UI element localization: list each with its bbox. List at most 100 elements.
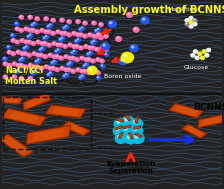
Circle shape [20, 59, 21, 60]
Circle shape [76, 38, 81, 42]
Circle shape [113, 126, 125, 136]
Circle shape [57, 49, 59, 50]
Circle shape [85, 58, 86, 59]
Circle shape [40, 29, 44, 32]
Circle shape [47, 30, 51, 34]
Circle shape [101, 47, 102, 48]
Circle shape [37, 41, 38, 42]
Circle shape [31, 42, 35, 45]
Circle shape [189, 16, 193, 20]
Circle shape [206, 54, 207, 55]
Polygon shape [129, 134, 132, 138]
Circle shape [80, 77, 81, 78]
Circle shape [15, 22, 19, 26]
Circle shape [207, 49, 209, 50]
Circle shape [105, 53, 106, 54]
Circle shape [43, 36, 47, 40]
Circle shape [26, 46, 27, 47]
Circle shape [93, 40, 95, 41]
Circle shape [54, 50, 59, 53]
Polygon shape [23, 92, 50, 111]
Circle shape [67, 68, 71, 72]
Text: Boron oxide: Boron oxide [104, 74, 142, 80]
Circle shape [92, 21, 96, 25]
Circle shape [17, 64, 18, 65]
Circle shape [122, 116, 134, 126]
Circle shape [68, 43, 72, 47]
Circle shape [15, 70, 19, 74]
Circle shape [84, 35, 85, 36]
Circle shape [40, 42, 44, 45]
Circle shape [61, 19, 62, 20]
Circle shape [69, 62, 71, 63]
Circle shape [53, 55, 54, 57]
Circle shape [35, 17, 39, 21]
Polygon shape [62, 121, 90, 136]
Circle shape [68, 56, 72, 60]
Circle shape [194, 50, 195, 51]
Circle shape [125, 134, 137, 144]
Polygon shape [182, 124, 207, 138]
Circle shape [116, 128, 119, 131]
Circle shape [62, 74, 67, 78]
Circle shape [37, 58, 41, 62]
Circle shape [20, 77, 21, 78]
Circle shape [31, 24, 33, 25]
Circle shape [33, 22, 35, 24]
Circle shape [92, 69, 96, 73]
Circle shape [193, 19, 197, 22]
Circle shape [67, 33, 71, 37]
Circle shape [95, 30, 97, 31]
Circle shape [37, 59, 39, 60]
Circle shape [44, 65, 48, 69]
Circle shape [47, 25, 51, 29]
Circle shape [80, 69, 84, 73]
Circle shape [91, 59, 95, 63]
Circle shape [100, 46, 104, 50]
Polygon shape [135, 133, 142, 137]
Circle shape [88, 46, 92, 50]
Circle shape [65, 73, 69, 77]
Circle shape [16, 71, 17, 72]
Circle shape [7, 50, 12, 54]
Circle shape [57, 44, 58, 45]
Circle shape [4, 63, 5, 64]
Circle shape [119, 58, 127, 65]
Circle shape [77, 69, 78, 70]
Circle shape [32, 72, 33, 73]
Circle shape [15, 40, 19, 44]
Circle shape [25, 41, 26, 42]
Circle shape [64, 55, 68, 59]
Circle shape [118, 135, 121, 138]
Circle shape [79, 76, 83, 80]
Circle shape [48, 44, 49, 45]
Circle shape [24, 40, 28, 44]
Circle shape [89, 47, 90, 48]
Circle shape [186, 23, 187, 24]
Circle shape [87, 53, 88, 54]
Circle shape [196, 57, 197, 58]
Circle shape [25, 45, 29, 49]
Text: Evaporation
Separation: Evaporation Separation [106, 161, 155, 174]
Circle shape [115, 133, 127, 143]
Circle shape [84, 22, 85, 23]
Circle shape [131, 126, 143, 136]
Polygon shape [0, 134, 33, 157]
Circle shape [68, 34, 69, 35]
Circle shape [19, 77, 24, 80]
Circle shape [124, 54, 127, 57]
Circle shape [20, 29, 21, 30]
Circle shape [28, 41, 29, 42]
Circle shape [76, 20, 80, 23]
Circle shape [59, 56, 63, 60]
Circle shape [16, 28, 17, 29]
Circle shape [37, 54, 38, 55]
Circle shape [45, 31, 46, 32]
Circle shape [71, 69, 75, 73]
Circle shape [100, 36, 101, 38]
Circle shape [76, 33, 80, 37]
Polygon shape [3, 138, 28, 153]
Polygon shape [118, 132, 123, 139]
Circle shape [84, 70, 85, 71]
Circle shape [45, 35, 49, 39]
